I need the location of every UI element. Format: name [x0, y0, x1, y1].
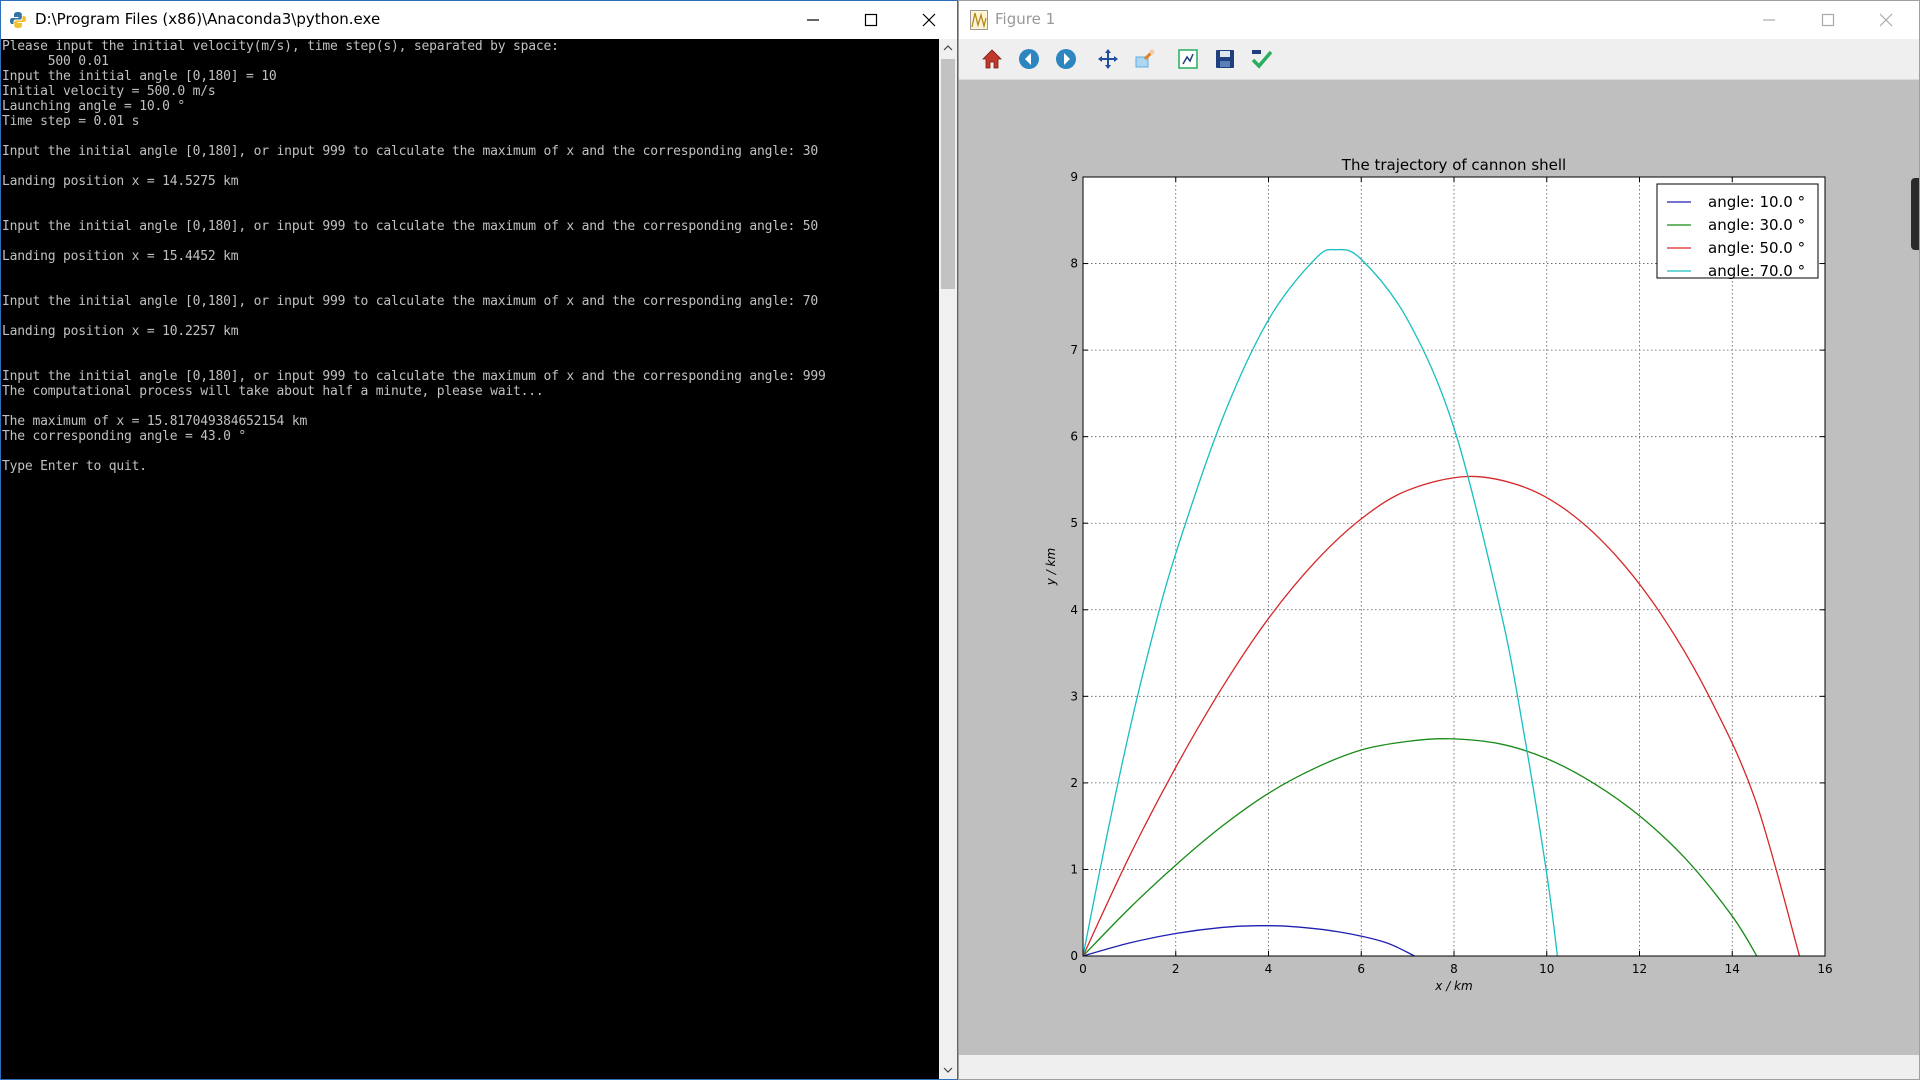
legend-label: angle: 30.0 ° [1708, 216, 1805, 234]
console-line: Input the initial angle [0,180] = 10 [2, 69, 277, 84]
legend-label: angle: 70.0 ° [1708, 262, 1805, 280]
figure-toolbar [959, 39, 1919, 80]
y-tick-label: 0 [1070, 949, 1078, 963]
home-icon [982, 49, 1002, 69]
window-title: Figure 1 [995, 10, 1056, 28]
console-line: Landing position x = 14.5275 km [2, 174, 239, 189]
x-tick-label: 16 [1817, 962, 1832, 976]
console-line: Landing position x = 15.4452 km [2, 249, 239, 264]
edit-axes-button[interactable] [1249, 46, 1275, 72]
y-axis-label: y / km [1044, 548, 1058, 586]
x-axis-label: x / km [1434, 979, 1472, 993]
legend-box [1656, 183, 1819, 279]
save-button[interactable] [1212, 46, 1238, 72]
y-tick-label: 3 [1070, 689, 1078, 703]
zoom-icon [1135, 49, 1155, 68]
console-line: The computational process will take abou… [2, 384, 544, 399]
y-tick-label: 8 [1070, 257, 1078, 271]
x-tick-label: 4 [1265, 962, 1273, 976]
console-line: Launching angle = 10.0 ° [2, 99, 186, 114]
console-line: Input the initial angle [0,180], or inpu… [2, 294, 819, 309]
minimize-icon [1763, 19, 1775, 21]
pan-icon [1098, 49, 1118, 69]
console-line: Landing position x = 10.2257 km [2, 324, 239, 339]
window-title: D:\Program Files (x86)\Anaconda3\python.… [35, 10, 381, 28]
scrollbar-thumb[interactable] [941, 59, 955, 289]
y-tick-label: 5 [1070, 516, 1078, 530]
close-icon [922, 13, 936, 27]
edit-axes-icon [1251, 50, 1273, 69]
figure-canvas[interactable]: 0 2 4 6 8 10 12 14 16 0 1 2 3 4 5 6 7 8 9 The trajectory o… [959, 80, 1919, 1055]
series-lines [1082, 248, 1801, 957]
minimize-button[interactable] [784, 1, 842, 39]
maximize-icon [864, 13, 878, 27]
figure-titlebar[interactable]: Figure 1 [959, 1, 1919, 39]
subplots-icon [1178, 49, 1198, 69]
console-line: The corresponding angle = 43.0 ° [2, 429, 247, 444]
y-tick-label: 4 [1070, 603, 1078, 617]
chart-title: The trajectory of cannon shell [1341, 156, 1566, 174]
forward-arrow-icon [1056, 49, 1076, 69]
x-tick-label: 14 [1725, 962, 1740, 976]
close-button[interactable] [1857, 1, 1915, 39]
scroll-down-arrow-icon[interactable] [939, 1061, 957, 1079]
x-tick-label: 12 [1632, 962, 1647, 976]
console-titlebar[interactable]: D:\Program Files (x86)\Anaconda3\python.… [1, 1, 957, 39]
status-bar [959, 1055, 1919, 1079]
console-line: Input the initial angle [0,180], or inpu… [2, 219, 819, 234]
maximize-button[interactable] [1799, 1, 1857, 39]
close-button[interactable] [900, 1, 958, 39]
y-tick-label: 2 [1070, 776, 1078, 790]
back-button[interactable] [1016, 46, 1042, 72]
y-tick-label: 6 [1070, 430, 1078, 444]
home-button[interactable] [979, 46, 1005, 72]
matplotlib-icon [970, 10, 988, 30]
console-scrollbar[interactable] [939, 39, 957, 1079]
x-tick-label: 8 [1450, 962, 1458, 976]
y-tick-label: 9 [1070, 170, 1078, 184]
back-arrow-icon [1019, 49, 1039, 69]
save-icon [1216, 50, 1234, 68]
scroll-up-arrow-icon[interactable] [939, 39, 957, 57]
zoom-button[interactable] [1132, 46, 1158, 72]
console-line: Please input the initial velocity(m/s), … [2, 39, 559, 54]
python-icon [9, 11, 27, 29]
console-line: Input the initial angle [0,180], or inpu… [2, 369, 826, 384]
series-line-3 [1082, 248, 1559, 957]
close-icon [1879, 13, 1893, 27]
y-tick-label: 7 [1070, 343, 1078, 357]
console-text: Please input the initial velocity(m/s), … [1, 39, 939, 474]
grid [1083, 177, 1825, 956]
y-tick-label: 1 [1070, 862, 1078, 876]
x-tick-label: 2 [1172, 962, 1180, 976]
series-line-2 [1082, 475, 1801, 957]
console-line: Time step = 0.01 s [2, 114, 140, 129]
x-tick-label: 0 [1079, 962, 1087, 976]
console-line: Type Enter to quit. [2, 459, 147, 474]
minimize-button[interactable] [1740, 1, 1798, 39]
side-handle[interactable] [1911, 178, 1919, 250]
minimize-icon [807, 19, 819, 21]
legend-label: angle: 50.0 ° [1708, 239, 1805, 257]
series-line-0 [1082, 924, 1415, 957]
maximize-icon [1821, 13, 1835, 27]
legend: angle: 10.0 ° angle: 30.0 ° angle: 50.0 ° a… [1656, 183, 1819, 280]
console-output[interactable]: Please input the initial velocity(m/s), … [1, 39, 939, 1079]
maximize-button[interactable] [842, 1, 900, 39]
legend-label: angle: 10.0 ° [1708, 193, 1805, 211]
x-tick-label: 10 [1539, 962, 1554, 976]
console-line: The maximum of x = 15.817049384652154 km [2, 414, 308, 429]
x-tick-label: 6 [1357, 962, 1365, 976]
console-line: Input the initial angle [0,180], or inpu… [2, 144, 819, 159]
console-line: 500 0.01 [2, 54, 109, 69]
figure-window: Figure 1 [958, 0, 1920, 1080]
forward-button[interactable] [1053, 46, 1079, 72]
pan-button[interactable] [1095, 46, 1121, 72]
console-line: Initial velocity = 500.0 m/s [2, 84, 216, 99]
subplots-button[interactable] [1175, 46, 1201, 72]
series-line-1 [1082, 738, 1758, 957]
console-window: D:\Program Files (x86)\Anaconda3\python.… [0, 0, 958, 1080]
